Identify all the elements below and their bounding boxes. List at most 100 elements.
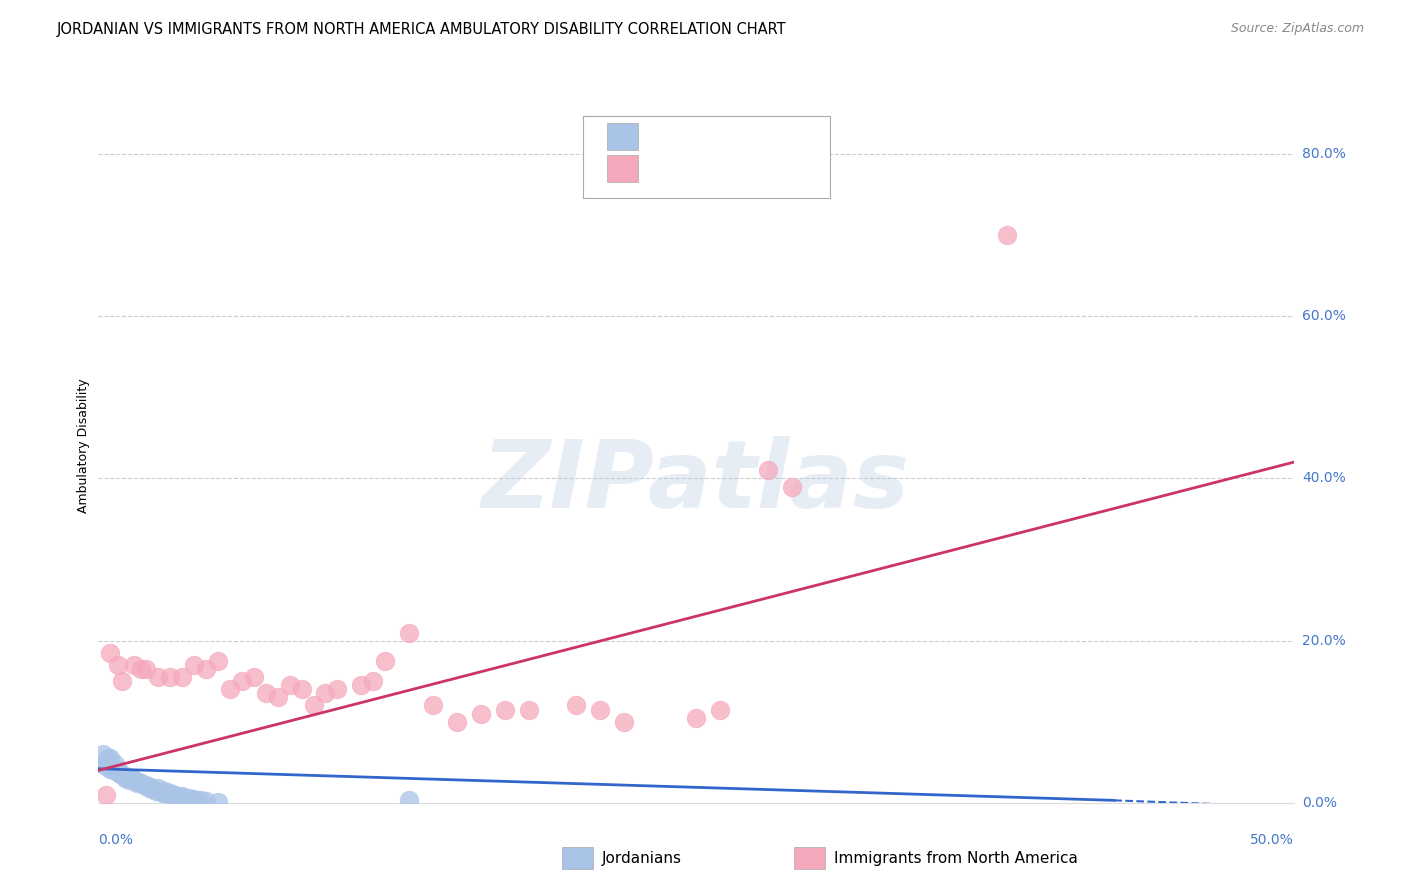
Text: Jordanians: Jordanians — [602, 851, 682, 865]
Point — [398, 625, 420, 640]
Point — [108, 767, 131, 781]
Point — [243, 670, 266, 684]
Point — [190, 793, 212, 807]
Point — [107, 764, 129, 779]
Point — [326, 682, 349, 697]
Point — [278, 678, 301, 692]
Point — [709, 702, 731, 716]
Text: Source: ZipAtlas.com: Source: ZipAtlas.com — [1230, 22, 1364, 36]
Point — [124, 657, 146, 672]
Point — [231, 674, 253, 689]
Text: R = -0.384   N = 48: R = -0.384 N = 48 — [650, 129, 823, 144]
Point — [107, 657, 129, 672]
Point — [219, 682, 242, 697]
Point — [162, 788, 184, 802]
Point — [173, 791, 195, 805]
Point — [267, 690, 290, 705]
Text: 40.0%: 40.0% — [1302, 472, 1346, 485]
Point — [517, 702, 540, 716]
Point — [91, 756, 114, 771]
Text: JORDANIAN VS IMMIGRANTS FROM NORTH AMERICA AMBULATORY DISABILITY CORRELATION CHA: JORDANIAN VS IMMIGRANTS FROM NORTH AMERI… — [56, 22, 786, 37]
Point — [124, 773, 146, 788]
Point — [179, 791, 201, 805]
Point — [470, 706, 492, 721]
Point — [207, 654, 229, 668]
Point — [159, 670, 181, 684]
Point — [163, 788, 186, 802]
Point — [149, 785, 172, 799]
Text: ZIPatlas: ZIPatlas — [482, 435, 910, 528]
Point — [139, 780, 162, 794]
Point — [172, 789, 194, 804]
Point — [118, 773, 141, 788]
Point — [685, 711, 707, 725]
Point — [172, 670, 194, 684]
Point — [98, 751, 122, 765]
Point — [363, 674, 385, 689]
Point — [195, 794, 218, 808]
Text: 50.0%: 50.0% — [1250, 833, 1294, 847]
Point — [128, 774, 150, 789]
Point — [183, 791, 205, 805]
Point — [291, 682, 314, 697]
Point — [315, 686, 337, 700]
Point — [183, 657, 205, 672]
Point — [169, 790, 191, 805]
Point — [135, 778, 157, 792]
Point — [101, 764, 124, 778]
Point — [148, 781, 170, 796]
Point — [422, 698, 444, 713]
Point — [121, 772, 143, 786]
Point — [131, 775, 153, 789]
Point — [145, 783, 167, 797]
Point — [207, 795, 229, 809]
Point — [176, 791, 198, 805]
Point — [780, 479, 803, 493]
Point — [589, 702, 612, 716]
Point — [97, 751, 120, 765]
Point — [756, 463, 779, 477]
Point — [115, 770, 138, 784]
Point — [565, 698, 588, 713]
Point — [254, 686, 277, 700]
Text: 20.0%: 20.0% — [1302, 633, 1346, 648]
Point — [995, 228, 1018, 243]
Point — [98, 646, 122, 660]
Y-axis label: Ambulatory Disability: Ambulatory Disability — [77, 379, 90, 513]
Point — [94, 788, 117, 802]
Point — [159, 786, 181, 800]
Point — [613, 714, 636, 729]
Text: 0.0%: 0.0% — [98, 833, 134, 847]
Point — [131, 662, 153, 676]
Point — [125, 775, 148, 789]
Point — [186, 793, 208, 807]
Point — [98, 762, 122, 776]
Point — [142, 782, 165, 797]
Point — [94, 759, 117, 773]
Point — [138, 781, 160, 796]
Point — [446, 714, 468, 729]
Point — [180, 792, 202, 806]
Point — [114, 772, 136, 786]
Point — [107, 764, 129, 778]
Point — [94, 756, 117, 770]
Text: 60.0%: 60.0% — [1302, 310, 1346, 323]
Point — [302, 698, 325, 713]
Text: R =  0.68   N = 40: R = 0.68 N = 40 — [650, 161, 814, 176]
Point — [132, 778, 155, 792]
Point — [135, 662, 157, 676]
Point — [155, 783, 177, 797]
Point — [104, 756, 127, 771]
Text: Immigrants from North America: Immigrants from North America — [834, 851, 1077, 865]
Point — [398, 792, 420, 806]
Point — [111, 767, 134, 781]
Point — [91, 747, 114, 761]
Point — [156, 787, 179, 801]
Point — [152, 786, 174, 800]
Text: 0.0%: 0.0% — [1302, 796, 1337, 810]
Point — [374, 654, 396, 668]
Point — [350, 678, 373, 692]
Point — [166, 789, 188, 804]
Point — [148, 670, 170, 684]
Point — [111, 674, 134, 689]
